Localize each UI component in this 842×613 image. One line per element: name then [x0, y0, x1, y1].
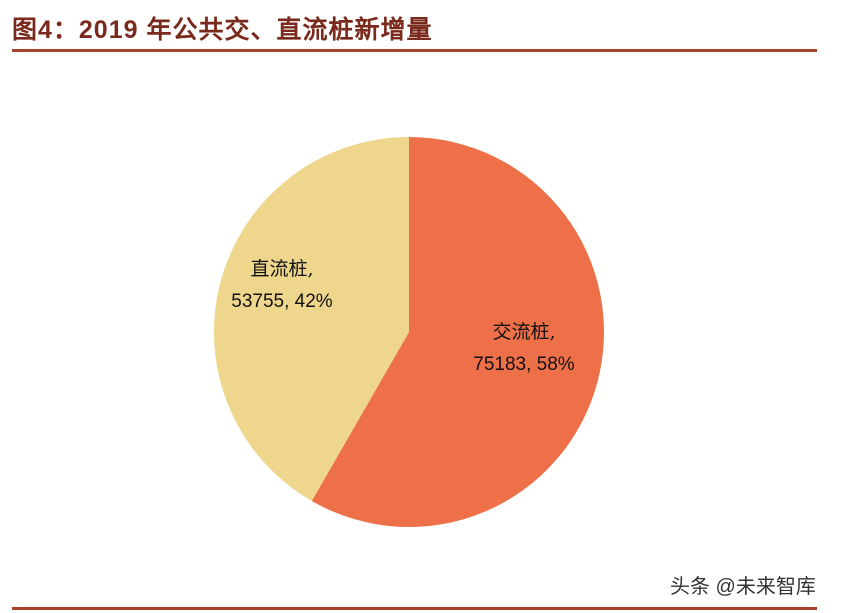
bottom-divider	[12, 607, 817, 610]
data-label-value: 75183, 58%	[473, 354, 575, 375]
data-label-value: 53755, 42%	[231, 291, 333, 312]
chart-title: 图4：2019 年公共交、直流桩新增量	[12, 16, 433, 44]
watermark: 头条 @未来智库	[670, 576, 816, 598]
data-label-name: 直流桩,	[250, 258, 313, 280]
data-label-name: 交流桩,	[492, 321, 555, 343]
pie-slice-ac	[311, 137, 604, 527]
pie-slice-dc	[213, 137, 409, 502]
title-divider	[12, 49, 817, 52]
